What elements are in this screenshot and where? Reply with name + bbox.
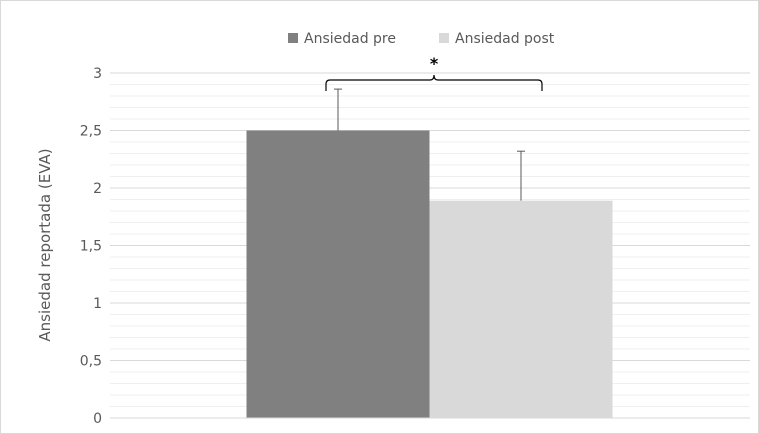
significance-star: *	[430, 54, 439, 73]
legend: Ansiedad pre Ansiedad post	[288, 31, 555, 47]
y-axis-ticks: 0 0,5 1 1,5 2 2,5 3	[80, 66, 102, 427]
y-tick-label: 2	[93, 181, 102, 197]
bracket-line	[325, 74, 543, 91]
y-tick-label: 1,5	[80, 239, 102, 255]
bars	[246, 130, 613, 418]
y-tick-label: 0,5	[80, 354, 102, 370]
bar-post	[429, 200, 613, 418]
y-tick-label: 3	[93, 66, 102, 82]
y-tick-label: 0	[93, 411, 102, 427]
y-tick-label: 2,5	[80, 124, 102, 140]
legend-label-post: Ansiedad post	[455, 31, 555, 47]
legend-label-pre: Ansiedad pre	[304, 31, 396, 47]
bar-pre	[246, 130, 430, 418]
error-bars	[334, 88, 525, 201]
y-axis-title: Ansiedad reportada (EVA)	[36, 148, 54, 341]
legend-swatch-pre	[288, 33, 298, 43]
legend-swatch-post	[439, 33, 449, 43]
significance-bracket: *	[325, 54, 543, 91]
y-tick-label: 1	[93, 296, 102, 312]
